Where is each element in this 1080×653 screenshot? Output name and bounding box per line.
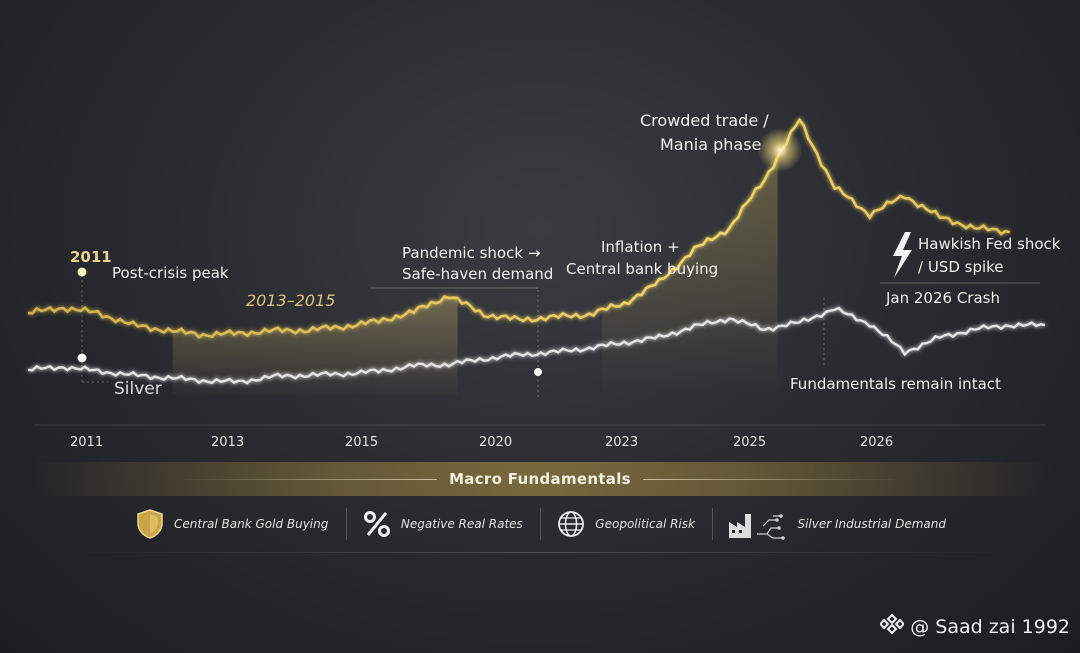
factory-icon xyxy=(727,508,789,540)
x-tick-label: 2026 xyxy=(860,435,893,450)
marker-silver-2011 xyxy=(77,353,87,363)
x-tick-label: 2020 xyxy=(479,435,512,450)
fundamental-silver-industrial: Silver Industrial Demand xyxy=(712,508,960,540)
annotation-pandemic-1: Pandemic shock → xyxy=(402,244,540,262)
annotation-hawkish-2: / USD spike xyxy=(918,258,1004,276)
annotation-crowded-2: Mania phase xyxy=(660,135,761,154)
fundamental-geopolitical: Geopolitical Risk xyxy=(540,508,709,540)
macro-fundamentals-banner: Macro Fundamentals xyxy=(28,462,1052,496)
fundamental-label: Geopolitical Risk xyxy=(595,517,695,531)
annotation-inflation-1: Inflation + xyxy=(601,238,680,256)
fundamental-central-bank: Central Bank Gold Buying xyxy=(120,508,342,540)
annotation-pandemic-2: Safe-haven demand xyxy=(402,265,553,283)
divider xyxy=(60,552,1020,553)
annotation-crash: Jan 2026 Crash xyxy=(885,289,1000,307)
binance-logo-icon xyxy=(879,612,906,641)
macro-fundamentals-title: Macro Fundamentals xyxy=(449,470,631,488)
annotation-post-crisis-peak: Post-crisis peak xyxy=(112,264,229,282)
globe-icon xyxy=(555,508,587,540)
fundamental-label: Negative Real Rates xyxy=(400,517,523,531)
gold-series-line xyxy=(27,117,1011,339)
fundamental-label: Silver Industrial Demand xyxy=(797,517,946,531)
fundamental-real-rates: Negative Real Rates xyxy=(345,508,537,540)
annotation-hawkish-1: Hawkish Fed shock xyxy=(918,235,1061,253)
x-tick-label: 2025 xyxy=(733,435,766,450)
fundamentals-row: Central Bank Gold Buying Negative Real R… xyxy=(120,503,960,545)
silver-series-line xyxy=(27,306,1046,385)
x-tick-label: 2011 xyxy=(70,435,103,450)
banner-rule-left xyxy=(177,478,438,480)
annotation-crowded-1: Crowded trade / xyxy=(640,111,769,130)
x-tick-label: 2015 xyxy=(345,435,378,450)
shield-icon xyxy=(134,508,166,540)
banner-rule-right xyxy=(642,478,903,480)
x-tick-label: 2023 xyxy=(605,435,638,450)
marker-2011-peak xyxy=(77,267,87,277)
annotation-fundamentals-intact: Fundamentals remain intact xyxy=(790,375,1001,393)
mania-peak-glow xyxy=(758,128,802,172)
marker-silver-pandemic xyxy=(534,368,542,376)
lightning-icon xyxy=(893,232,912,278)
annotation-range: 2013–2015 xyxy=(246,291,335,310)
x-tick-label: 2013 xyxy=(211,435,244,450)
annotation-inflation-2: Central bank buying xyxy=(566,260,718,278)
percent-icon xyxy=(361,508,393,540)
watermark-text: @ Saad zai 1992 xyxy=(910,615,1070,638)
series-label-silver: Silver xyxy=(114,379,162,399)
annotation-2011: 2011 xyxy=(70,248,112,266)
fundamental-label: Central Bank Gold Buying xyxy=(174,517,329,531)
rally-shade xyxy=(602,156,778,395)
watermark: @ Saad zai 1992 xyxy=(879,612,1070,641)
